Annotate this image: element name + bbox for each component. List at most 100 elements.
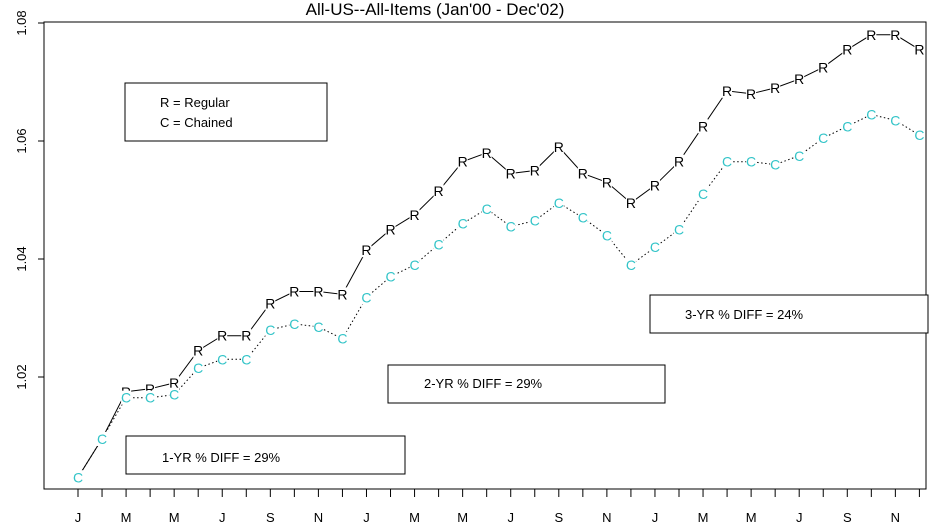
data-point-regular: R — [842, 42, 852, 58]
data-point-regular: R — [746, 86, 756, 102]
y-tick-label: 1.08 — [14, 10, 29, 35]
marker-backdrop — [241, 328, 252, 343]
marker-backdrop — [649, 240, 660, 255]
data-point-chained: C — [890, 112, 900, 128]
data-point-regular: R — [313, 283, 323, 299]
legend-entry-chained: C = Chained — [160, 115, 233, 130]
marker-backdrop — [457, 154, 468, 169]
data-point-regular: R — [698, 118, 708, 134]
data-point-chained: C — [770, 157, 780, 173]
marker-backdrop — [193, 361, 204, 376]
data-point-regular: R — [914, 42, 924, 58]
marker-backdrop — [409, 257, 420, 272]
data-point-chained: C — [337, 331, 347, 347]
data-point-chained: C — [217, 351, 227, 367]
data-point-regular: R — [794, 71, 804, 87]
marker-backdrop — [169, 375, 180, 390]
marker-backdrop — [625, 195, 636, 210]
marker-backdrop — [794, 148, 805, 163]
marker-backdrop — [265, 322, 276, 337]
data-point-chained: C — [193, 360, 203, 376]
data-point-regular: R — [409, 207, 419, 223]
y-tick-label: 1.04 — [14, 246, 29, 271]
x-tick-label: N — [314, 510, 323, 525]
data-point-regular: R — [169, 375, 179, 391]
data-point-regular: R — [506, 165, 516, 181]
data-point-regular: R — [265, 295, 275, 311]
data-point-regular: R — [241, 328, 251, 344]
marker-backdrop — [313, 319, 324, 334]
x-tick-label: M — [169, 510, 180, 525]
annotation-3yr-text: 3-YR % DIFF = 24% — [685, 307, 804, 322]
data-point-regular: R — [458, 154, 468, 170]
marker-backdrop — [890, 113, 901, 128]
data-point-chained: C — [650, 239, 660, 255]
marker-backdrop — [770, 157, 781, 172]
marker-backdrop — [289, 284, 300, 299]
data-point-chained: C — [434, 236, 444, 252]
data-point-chained: C — [530, 213, 540, 229]
data-point-chained: C — [506, 219, 516, 235]
marker-backdrop — [674, 154, 684, 169]
marker-backdrop — [481, 145, 492, 160]
x-tick-label: J — [75, 510, 82, 525]
x-tick-label: S — [843, 510, 852, 525]
marker-backdrop — [145, 381, 156, 396]
marker-backdrop — [433, 184, 444, 199]
marker-backdrop — [890, 27, 901, 42]
marker-backdrop — [553, 139, 564, 154]
data-point-regular: R — [361, 242, 371, 258]
data-point-regular: R — [650, 177, 660, 193]
marker-backdrop — [73, 470, 83, 485]
data-point-regular: R — [145, 381, 155, 397]
marker-backdrop — [121, 390, 132, 405]
marker-backdrop — [409, 207, 420, 222]
marker-backdrop — [505, 166, 516, 181]
data-point-regular: R — [193, 342, 203, 358]
annotation-2yr: 2-YR % DIFF = 29% — [387, 364, 666, 404]
marker-backdrop — [289, 316, 300, 331]
annotation-3yr: 3-YR % DIFF = 24% — [649, 294, 929, 334]
data-point-chained: C — [145, 390, 155, 406]
x-tick-label: S — [554, 510, 563, 525]
y-tick-label: 1.02 — [14, 364, 29, 389]
marker-backdrop — [337, 287, 348, 302]
data-point-chained: C — [97, 431, 107, 447]
x-tick-label: M — [121, 510, 132, 525]
data-point-chained: C — [241, 351, 251, 367]
data-point-regular: R — [578, 165, 588, 181]
data-point-regular: R — [890, 27, 900, 43]
data-point-regular: R — [602, 174, 612, 190]
data-point-regular: R — [434, 183, 444, 199]
chart-title: All-US--All-Items (Jan'00 - Dec'02) — [306, 0, 565, 19]
annotation-1yr-box — [125, 435, 406, 475]
data-point-regular: R — [217, 328, 227, 344]
marker-backdrop — [722, 83, 733, 98]
marker-backdrop — [818, 131, 829, 146]
x-tick-label: J — [796, 510, 803, 525]
data-point-chained: C — [169, 387, 179, 403]
marker-backdrop — [842, 42, 853, 57]
y-tick-label: 1.06 — [14, 128, 29, 153]
marker-backdrop — [553, 195, 564, 210]
marker-backdrop — [746, 154, 757, 169]
x-tick-label: J — [219, 510, 226, 525]
data-point-chained: C — [265, 322, 275, 338]
marker-backdrop — [241, 352, 252, 367]
data-point-chained: C — [674, 222, 684, 238]
data-point-regular: R — [722, 83, 732, 99]
data-point-regular: R — [674, 154, 684, 170]
x-tick-label: J — [363, 510, 370, 525]
x-tick-label: N — [891, 510, 900, 525]
data-point-chained: C — [361, 289, 371, 305]
data-point-chained: C — [626, 257, 636, 273]
data-point-chained: C — [914, 127, 924, 143]
x-tick-label: M — [698, 510, 709, 525]
series-layer: RRRRRRRRRRRRRRRRRRRRRRRRRRRRRRRRRRRRCCCC… — [73, 27, 925, 485]
data-point-chained: C — [698, 186, 708, 202]
x-tick-label: M — [746, 510, 757, 525]
marker-backdrop — [866, 27, 877, 42]
x-tick-label: N — [602, 510, 611, 525]
marker-backdrop — [770, 80, 781, 95]
